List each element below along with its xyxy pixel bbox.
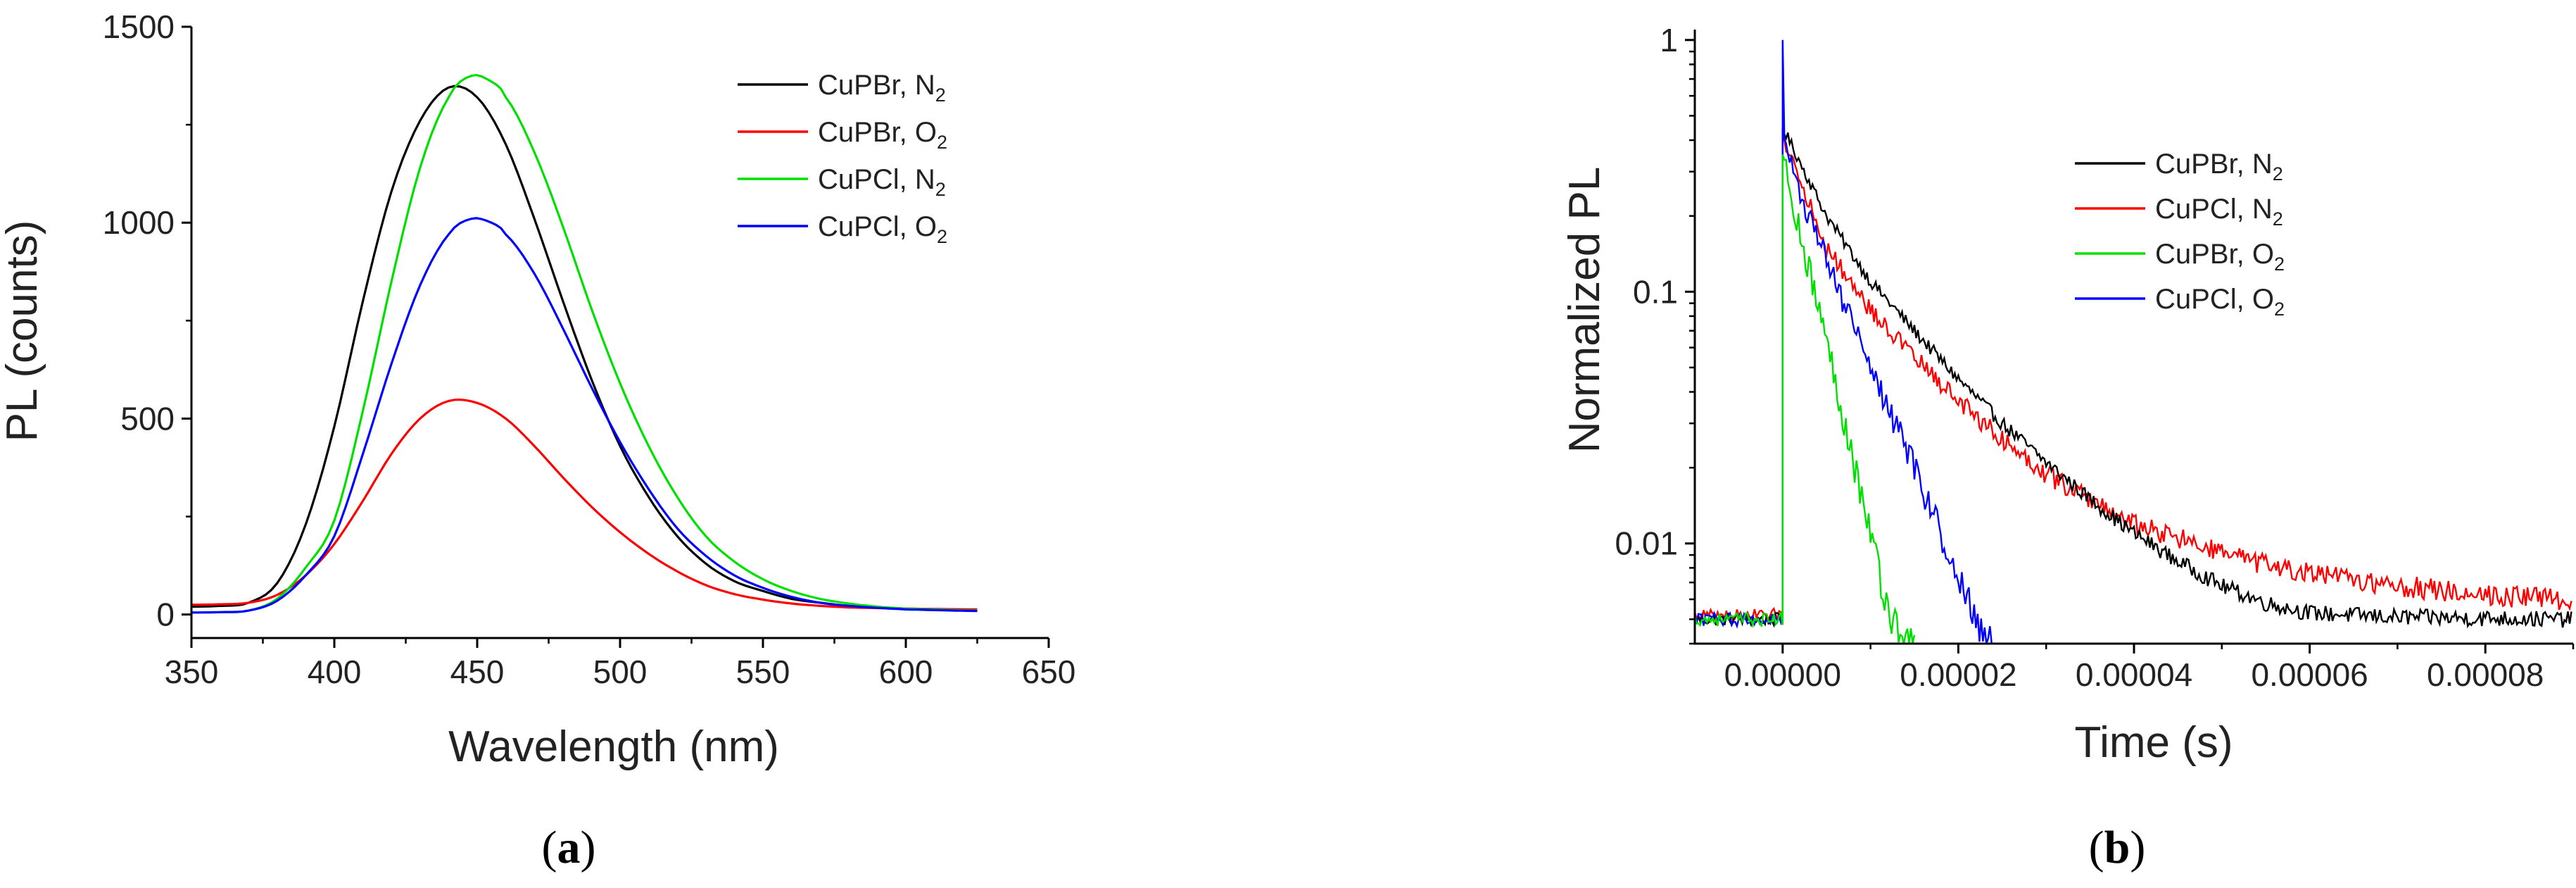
- chart-a-ytick-label: 1500: [103, 8, 175, 45]
- panel-label-b-letter: b: [2104, 822, 2130, 873]
- chart-a-legend-entry: CuPCl, N2: [818, 164, 946, 200]
- chart-b-xtick-label: 0.00008: [2427, 656, 2544, 693]
- chart-b-xtick-label: 0.00004: [2076, 656, 2192, 693]
- chart-b-legend-subscript: 2: [2273, 163, 2283, 185]
- chart-b-ytick-label: 0.1: [1633, 273, 1678, 310]
- chart-b-legend-subscript: 2: [2274, 299, 2285, 320]
- chart-a-plot-area: [191, 73, 978, 614]
- chart-a-xtick-label: 500: [593, 654, 648, 690]
- chart-b-legend-entry: CuPCl, O2: [2155, 284, 2285, 320]
- chart-b-xtick-label: 0.00002: [1900, 656, 2016, 693]
- panel-label-b-open: (: [2089, 822, 2104, 873]
- chart-a-series-line-2: [191, 398, 978, 611]
- chart-a-legend-subscript: 2: [937, 226, 947, 247]
- chart-a-legend-text: CuPBr, O: [818, 117, 937, 148]
- chart-b-series-line-4: [1695, 39, 1997, 644]
- chart-a-xtick-label: 450: [450, 654, 505, 690]
- panel-label-b-close: ): [2130, 822, 2145, 873]
- chart-b-xtick-label: 0.00006: [2251, 656, 2368, 693]
- chart-b-axes: 0.00000 0.00002 0.00004 0.00006 0.00008 0.01 0…: [1615, 22, 2575, 693]
- chart-b-legend-subscript: 2: [2274, 254, 2285, 275]
- chart-a-legend-text: CuPBr, N: [818, 70, 935, 101]
- chart-a-ytick-label: 500: [120, 400, 175, 437]
- chart-b-legend-entry: CuPBr, N2: [2155, 149, 2283, 185]
- chart-a: 350 400 450 500 550 600 650 0 500 1000 1500 Wavele…: [0, 8, 1075, 771]
- panel-label-a-close: ): [581, 822, 596, 873]
- chart-a-legend-entry: CuPBr, O2: [818, 117, 947, 153]
- chart-a-xtick-label: 400: [308, 654, 362, 690]
- chart-a-legend-entry: CuPCl, O2: [818, 211, 947, 247]
- chart-b-series-line-2: [1695, 135, 2572, 623]
- chart-a-axes: 350 400 450 500 550 600 650 0 500 1000 1500: [103, 8, 1076, 690]
- chart-a-legend-subscript: 2: [937, 132, 947, 153]
- panel-label-a: (a): [542, 822, 596, 873]
- chart-a-xtick-label: 650: [1022, 654, 1076, 690]
- chart-b-legend-text: CuPCl, N: [2155, 194, 2273, 225]
- chart-a-xtick-label: 550: [736, 654, 790, 690]
- chart-a-series-line-4: [191, 217, 978, 614]
- panel-label-a-letter: a: [557, 822, 581, 873]
- chart-b-ytick-label: 1: [1660, 22, 1678, 58]
- chart-a-legend-text: CuPCl, O: [818, 211, 937, 242]
- chart-b-legend-entry: CuPBr, O2: [2155, 239, 2285, 275]
- chart-b-legend-text: CuPBr, O: [2155, 239, 2274, 270]
- chart-b-series-group: [1695, 39, 2572, 644]
- chart-b-xtick-label: 0.00000: [1724, 656, 1841, 693]
- chart-a-legend-entry: CuPBr, N2: [818, 70, 946, 106]
- chart-b-legend-text: CuPCl, O: [2155, 284, 2274, 315]
- chart-b-legend-entry: CuPCl, N2: [2155, 194, 2283, 230]
- chart-b-ytick-label: 0.01: [1615, 525, 1678, 562]
- chart-a-legend-subscript: 2: [935, 179, 946, 200]
- chart-b-series-line-1: [1695, 127, 2572, 629]
- chart-b-legend-subscript: 2: [2273, 208, 2283, 230]
- chart-b-xlabel: Time (s): [2075, 718, 2233, 767]
- chart-a-ylabel: PL (counts): [0, 220, 46, 442]
- chart-a-xlabel: Wavelength (nm): [448, 723, 779, 771]
- chart-a-xtick-label: 600: [879, 654, 933, 690]
- chart-b-series-line-3: [1695, 154, 1916, 644]
- chart-b-ylabel: Normalized PL: [1560, 167, 1609, 454]
- panel-label-b: (b): [2089, 822, 2146, 873]
- chart-a-legend-text: CuPCl, N: [818, 164, 935, 195]
- chart-a-ytick-label: 1000: [103, 204, 175, 241]
- chart-b-legend-text: CuPBr, N: [2155, 149, 2273, 180]
- panel-label-a-open: (: [542, 822, 557, 873]
- chart-a-xtick-label: 350: [165, 654, 219, 690]
- chart-b-plot-area: [1695, 39, 2572, 644]
- chart-a-legend-subscript: 2: [935, 85, 946, 106]
- chart-a-series-line-3: [191, 73, 978, 614]
- chart-b: 0.00000 0.00002 0.00004 0.00006 0.00008 0.01 0…: [1560, 22, 2575, 767]
- chart-a-ytick-label: 0: [156, 596, 175, 633]
